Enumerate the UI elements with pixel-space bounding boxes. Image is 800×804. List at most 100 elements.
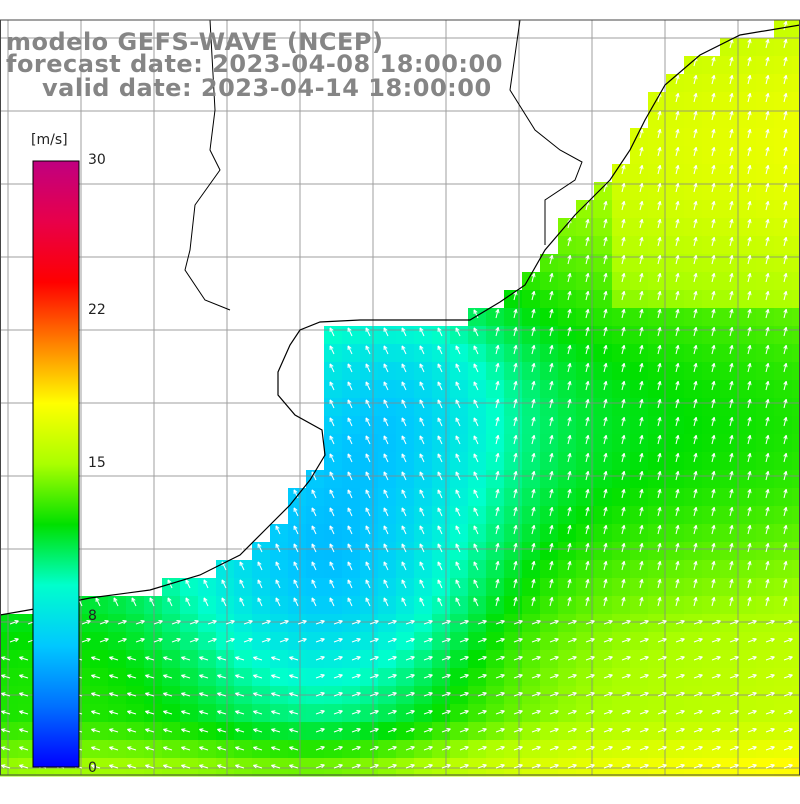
- wind-speed-cell: [558, 416, 577, 435]
- wind-speed-cell: [558, 326, 577, 345]
- wind-speed-cell: [702, 218, 721, 237]
- wind-speed-cell: [756, 506, 775, 525]
- wind-speed-cell: [504, 578, 523, 597]
- wind-speed-cell: [792, 56, 800, 75]
- wind-speed-cell: [630, 344, 649, 363]
- wind-speed-cell: [720, 416, 739, 435]
- wind-speed-cell: [792, 488, 800, 507]
- colorbar-unit: [m/s]: [31, 132, 68, 148]
- wind-speed-cell: [540, 308, 559, 327]
- wind-speed-cell: [792, 164, 800, 183]
- wind-speed-cell: [738, 416, 757, 435]
- wind-speed-cell: [756, 272, 775, 291]
- wind-speed-cell: [648, 596, 667, 615]
- wind-speed-cell: [666, 434, 685, 453]
- wind-speed-cell: [792, 524, 800, 543]
- wind-speed-cell: [594, 200, 613, 219]
- wind-speed-cell: [756, 452, 775, 471]
- wind-speed-cell: [702, 596, 721, 615]
- wind-speed-cell: [630, 596, 649, 615]
- wind-speed-cell: [774, 578, 793, 597]
- wind-speed-cell: [630, 578, 649, 597]
- wind-speed-cell: [522, 452, 541, 471]
- wind-speed-cell: [720, 380, 739, 399]
- wind-speed-cell: [630, 506, 649, 525]
- wind-speed-cell: [738, 182, 757, 201]
- wind-speed-cell: [648, 524, 667, 543]
- wind-speed-cell: [684, 182, 703, 201]
- wind-speed-cell: [630, 452, 649, 471]
- wind-speed-cell: [504, 542, 523, 561]
- wind-speed-cell: [684, 344, 703, 363]
- wind-speed-cell: [612, 326, 631, 345]
- wind-speed-cell: [792, 128, 800, 147]
- wind-speed-cell: [756, 200, 775, 219]
- wind-speed-cell: [648, 182, 667, 201]
- wind-speed-cell: [612, 542, 631, 561]
- wind-speed-cell: [504, 416, 523, 435]
- wind-speed-cell: [504, 596, 523, 615]
- wind-speed-cell: [792, 596, 800, 615]
- wind-speed-cell: [612, 380, 631, 399]
- wind-speed-cell: [702, 308, 721, 327]
- wind-speed-cell: [540, 524, 559, 543]
- wind-speed-cell: [756, 110, 775, 129]
- wind-speed-cell: [630, 146, 649, 165]
- wind-speed-cell: [594, 344, 613, 363]
- wind-speed-cell: [792, 218, 800, 237]
- wind-speed-cell: [630, 290, 649, 309]
- wind-speed-cell: [702, 434, 721, 453]
- wind-speed-cell: [702, 290, 721, 309]
- wind-speed-cell: [684, 218, 703, 237]
- wind-speed-cell: [522, 308, 541, 327]
- wind-speed-cell: [756, 542, 775, 561]
- wind-speed-cell: [612, 434, 631, 453]
- wind-speed-cell: [738, 56, 757, 75]
- colorbar: [33, 161, 79, 767]
- wind-speed-cell: [702, 344, 721, 363]
- wind-speed-cell: [702, 578, 721, 597]
- wind-speed-cell: [792, 92, 800, 111]
- wind-speed-cell: [666, 146, 685, 165]
- wind-speed-cell: [540, 578, 559, 597]
- wind-speed-cell: [720, 560, 739, 579]
- wind-speed-cell: [774, 272, 793, 291]
- wind-speed-cell: [792, 308, 800, 327]
- wind-speed-cell: [684, 74, 703, 93]
- wind-speed-cell: [666, 416, 685, 435]
- colorbar-tick-0: 0: [88, 760, 97, 776]
- wind-speed-cell: [648, 146, 667, 165]
- wind-speed-cell: [594, 542, 613, 561]
- wind-speed-cell: [702, 560, 721, 579]
- wind-speed-cell: [684, 434, 703, 453]
- wind-speed-cell: [594, 308, 613, 327]
- wind-speed-cell: [684, 56, 703, 75]
- wind-speed-cell: [684, 236, 703, 255]
- wind-speed-cell: [792, 740, 800, 759]
- wind-speed-cell: [774, 596, 793, 615]
- wind-speed-cell: [684, 308, 703, 327]
- wind-speed-cell: [774, 308, 793, 327]
- wind-speed-cell: [522, 416, 541, 435]
- wind-speed-cell: [684, 560, 703, 579]
- wind-speed-cell: [504, 470, 523, 489]
- wind-speed-cell: [792, 272, 800, 291]
- wind-speed-cell: [792, 344, 800, 363]
- wind-speed-cell: [594, 560, 613, 579]
- wind-speed-cell: [504, 488, 523, 507]
- wind-speed-cell: [792, 236, 800, 255]
- wind-speed-cell: [630, 308, 649, 327]
- wind-speed-cell: [774, 128, 793, 147]
- wind-speed-cell: [558, 488, 577, 507]
- wind-speed-cell: [684, 470, 703, 489]
- wind-speed-cell: [666, 110, 685, 129]
- wind-speed-cell: [630, 560, 649, 579]
- wind-speed-cell: [774, 542, 793, 561]
- wind-speed-cell: [720, 434, 739, 453]
- country-border: [510, 20, 582, 245]
- wind-speed-cell: [684, 452, 703, 471]
- wind-speed-cell: [594, 236, 613, 255]
- wind-speed-cell: [666, 506, 685, 525]
- wind-speed-cell: [486, 470, 505, 489]
- wind-speed-cell: [522, 326, 541, 345]
